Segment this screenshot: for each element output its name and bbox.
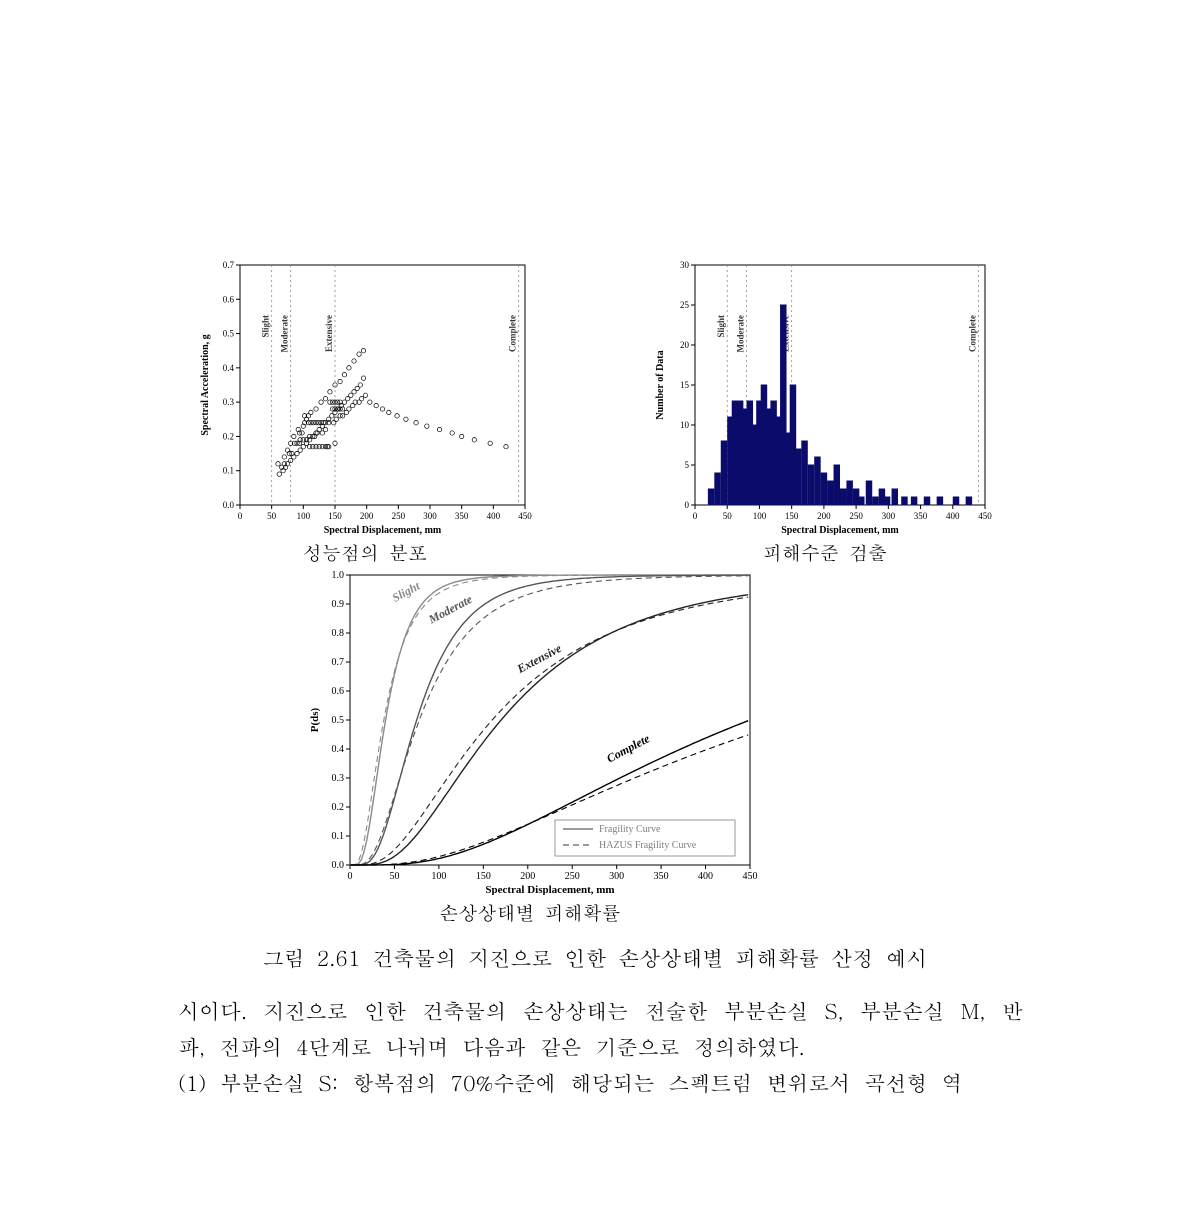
svg-text:Slight: Slight xyxy=(390,578,423,604)
svg-text:10: 10 xyxy=(680,420,690,430)
svg-text:300: 300 xyxy=(423,511,437,521)
svg-text:300: 300 xyxy=(882,511,896,521)
svg-text:450: 450 xyxy=(743,871,758,882)
svg-text:Number of Data: Number of Data xyxy=(655,350,666,419)
svg-text:200: 200 xyxy=(817,511,831,521)
svg-text:100: 100 xyxy=(753,511,767,521)
fragility-chart: 0 50 100 150 200 250 300 350 400 450 Spectral Disp… xyxy=(300,565,760,895)
svg-text:Complete: Complete xyxy=(604,731,652,766)
body-paragraph-1: 시이다. 지진으로 인한 건축물의 손상상태는 전술한 부분손실 S, 부분손실… xyxy=(178,992,1023,1064)
svg-text:0.3: 0.3 xyxy=(332,773,345,784)
svg-text:Moderate: Moderate xyxy=(736,315,746,352)
svg-text:0.8: 0.8 xyxy=(332,628,345,639)
svg-text:0.6: 0.6 xyxy=(332,686,345,697)
fragility-caption: 손상상태별 피해확률 xyxy=(300,899,760,926)
svg-text:50: 50 xyxy=(723,511,733,521)
svg-text:Complete: Complete xyxy=(508,315,518,352)
svg-text:Slight: Slight xyxy=(261,315,271,338)
svg-text:0.0: 0.0 xyxy=(332,860,345,871)
svg-text:0.2: 0.2 xyxy=(332,802,345,813)
svg-text:0: 0 xyxy=(693,511,698,521)
svg-text:350: 350 xyxy=(654,871,669,882)
page: 050100150200250300350400450Spectral Disp… xyxy=(0,0,1190,1207)
svg-text:HAZUS Fragility Curve: HAZUS Fragility Curve xyxy=(599,840,697,851)
svg-text:0.1: 0.1 xyxy=(223,466,234,476)
svg-text:200: 200 xyxy=(520,871,535,882)
svg-text:450: 450 xyxy=(978,511,992,521)
svg-text:400: 400 xyxy=(698,871,713,882)
svg-text:150: 150 xyxy=(476,871,491,882)
svg-text:Spectral Acceleration, g: Spectral Acceleration, g xyxy=(200,334,211,435)
svg-text:Slight: Slight xyxy=(716,315,726,338)
svg-text:20: 20 xyxy=(680,340,690,350)
svg-text:Fragility Curve: Fragility Curve xyxy=(599,824,661,835)
svg-text:100: 100 xyxy=(431,871,446,882)
svg-text:100: 100 xyxy=(297,511,311,521)
histogram-chart: 050100150200250300350400450Spectral Disp… xyxy=(655,255,995,535)
svg-text:0.4: 0.4 xyxy=(223,363,235,373)
svg-text:250: 250 xyxy=(849,511,863,521)
svg-text:25: 25 xyxy=(680,300,690,310)
svg-text:Moderate: Moderate xyxy=(280,315,290,352)
svg-text:Spectral Displacement, mm: Spectral Displacement, mm xyxy=(485,884,614,895)
svg-text:150: 150 xyxy=(328,511,342,521)
figure-caption: 그림 2.61 건축물의 지진으로 인한 손상상태별 피해확률 산정 예시 xyxy=(0,942,1190,972)
svg-text:P(ds): P(ds) xyxy=(309,707,321,732)
svg-text:0.5: 0.5 xyxy=(223,329,235,339)
svg-text:0.3: 0.3 xyxy=(223,397,235,407)
svg-text:Spectral Displacement, mm: Spectral Displacement, mm xyxy=(324,525,442,535)
scatter-chart: 0 50 100 150 200 250 300 350 400 450 Spectral Disp… xyxy=(195,255,535,535)
svg-text:300: 300 xyxy=(609,871,624,882)
svg-text:0.2: 0.2 xyxy=(223,431,234,441)
svg-text:0: 0 xyxy=(348,871,353,882)
fragility-chart-box: 0 50 100 150 200 250 300 350 400 450 Spectral Disp… xyxy=(300,565,760,926)
svg-text:400: 400 xyxy=(487,511,501,521)
svg-text:5: 5 xyxy=(685,460,690,470)
svg-text:Extensive: Extensive xyxy=(324,315,334,352)
svg-text:0.4: 0.4 xyxy=(332,744,345,755)
svg-text:200: 200 xyxy=(360,511,374,521)
svg-text:250: 250 xyxy=(392,511,406,521)
histogram-caption: 피해수준 검출 xyxy=(655,539,995,566)
svg-text:50: 50 xyxy=(267,511,277,521)
svg-text:Spectral Displacement, mm: Spectral Displacement, mm xyxy=(781,525,899,535)
svg-text:Extensive: Extensive xyxy=(514,641,564,677)
svg-text:150: 150 xyxy=(785,511,799,521)
svg-text:350: 350 xyxy=(455,511,469,521)
svg-text:0.7: 0.7 xyxy=(223,260,235,270)
svg-text:50: 50 xyxy=(389,871,399,882)
svg-text:250: 250 xyxy=(565,871,580,882)
svg-text:0.0: 0.0 xyxy=(223,500,235,510)
svg-text:0.7: 0.7 xyxy=(332,657,345,668)
svg-text:0.5: 0.5 xyxy=(332,715,345,726)
histogram-chart-box: 050100150200250300350400450Spectral Disp… xyxy=(655,255,995,566)
svg-text:0: 0 xyxy=(685,500,690,510)
svg-text:400: 400 xyxy=(946,511,960,521)
svg-text:0.6: 0.6 xyxy=(223,294,235,304)
svg-text:30: 30 xyxy=(680,260,690,270)
svg-text:0.9: 0.9 xyxy=(332,599,345,610)
scatter-chart-box: 0 50 100 150 200 250 300 350 400 450 Spectral Disp… xyxy=(195,255,535,566)
svg-text:0: 0 xyxy=(238,511,243,521)
svg-text:Moderate: Moderate xyxy=(425,592,475,627)
svg-text:15: 15 xyxy=(680,380,690,390)
scatter-caption: 성능점의 분포 xyxy=(195,539,535,566)
top-charts-row: 050100150200250300350400450Spectral Disp… xyxy=(195,255,995,566)
svg-text:450: 450 xyxy=(518,511,532,521)
svg-text:Complete: Complete xyxy=(968,315,978,352)
body-paragraph-2: (1) 부분손실 S: 항복점의 70%수준에 해당되는 스펙트럼 변위로서 곡… xyxy=(178,1064,1023,1100)
svg-text:0.1: 0.1 xyxy=(332,831,345,842)
svg-text:350: 350 xyxy=(914,511,928,521)
svg-text:1.0: 1.0 xyxy=(332,570,345,581)
